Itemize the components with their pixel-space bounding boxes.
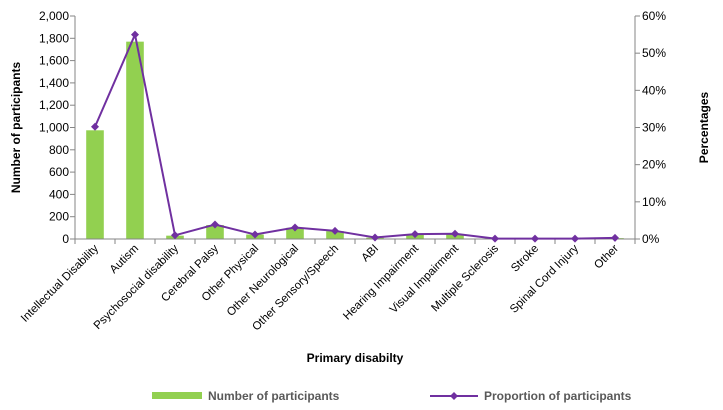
y-tick-label: 1,400: [39, 76, 69, 90]
bar-5: [286, 227, 304, 239]
y-tick-label: 200: [49, 210, 69, 224]
y-tick-label: 1,600: [39, 54, 69, 68]
x-tick-label: Visual Impairment: [388, 242, 462, 316]
line-point-6: [331, 226, 339, 235]
line-point-0: [91, 122, 99, 131]
y2-tick-label: 50%: [642, 46, 666, 60]
y2-tick-label: 30%: [642, 121, 666, 135]
y-tick-label: 1,800: [39, 31, 69, 45]
y2-tick-label: 10%: [642, 195, 666, 209]
y-tick-label: 1,000: [39, 121, 69, 135]
series-line-proportion: [94, 31, 616, 240]
x-tick-label: ABI: [360, 243, 382, 265]
x-tick-label: Multiple Sclerosis: [429, 242, 501, 314]
y-tick-label: 1,200: [39, 98, 69, 112]
x-tick-label: Other Neurological: [225, 243, 301, 319]
bar-6: [326, 231, 344, 239]
legend-label-number-of-participants: Number of participants: [208, 389, 340, 403]
bar-0: [86, 130, 104, 239]
axes-layer: 0 200 400 600 800 1,000 1,200 1,400 1,600 1,800 2,…: [39, 9, 666, 246]
bar-1: [126, 41, 144, 240]
y2-axis-title: Percentages: [697, 91, 711, 163]
x-tick-label: Autism: [108, 243, 141, 276]
bar-3: [206, 225, 224, 239]
x-axis-title: Primary disabilty: [307, 351, 404, 365]
line-point-7: [371, 233, 379, 242]
y2-tick-label: 60%: [642, 9, 666, 23]
x-tick-label: Spinal Cord Injury: [508, 242, 581, 315]
line-point-3: [211, 220, 219, 229]
line-point-9: [451, 229, 459, 238]
x-tick-label: Hearing Impairment: [341, 242, 421, 322]
line-point-5: [291, 223, 299, 232]
y-tick-label: 2,000: [39, 9, 69, 23]
y-tick-label: 400: [49, 187, 69, 201]
y-axis-title: Number of participants: [9, 62, 23, 194]
line-point-2: [171, 231, 179, 240]
labels-layer: Intellectual Disability AutismPsychosocia…: [19, 242, 621, 333]
line-point-12: [571, 234, 579, 243]
x-tick-label: Stroke: [509, 243, 541, 275]
line-point-10: [491, 234, 499, 243]
line-point-11: [531, 234, 539, 243]
bars-layer: [86, 41, 624, 240]
legend-marker-proportion-of-participants: [450, 392, 458, 400]
y2-tick-label: 40%: [642, 83, 666, 97]
line-point-1: [131, 30, 139, 39]
y2-tick-label: 0%: [642, 232, 660, 246]
line-point-13: [611, 233, 619, 242]
y-tick-label: 0: [62, 232, 69, 246]
legend-swatch-number-of-participants: [152, 392, 202, 399]
y-tick-label: 600: [49, 165, 69, 179]
line-point-8: [411, 230, 419, 239]
y2-tick-label: 20%: [642, 158, 666, 172]
line-point-4: [251, 230, 259, 239]
x-tick-label: Intellectual Disability: [19, 242, 101, 324]
line-layer: [91, 30, 619, 243]
legend-label-proportion-of-participants: Proportion of participants: [484, 389, 632, 403]
legend: Number of participants Proportion of par…: [152, 389, 632, 403]
x-tick-label: Other: [592, 243, 621, 272]
y-tick-label: 800: [49, 143, 69, 157]
